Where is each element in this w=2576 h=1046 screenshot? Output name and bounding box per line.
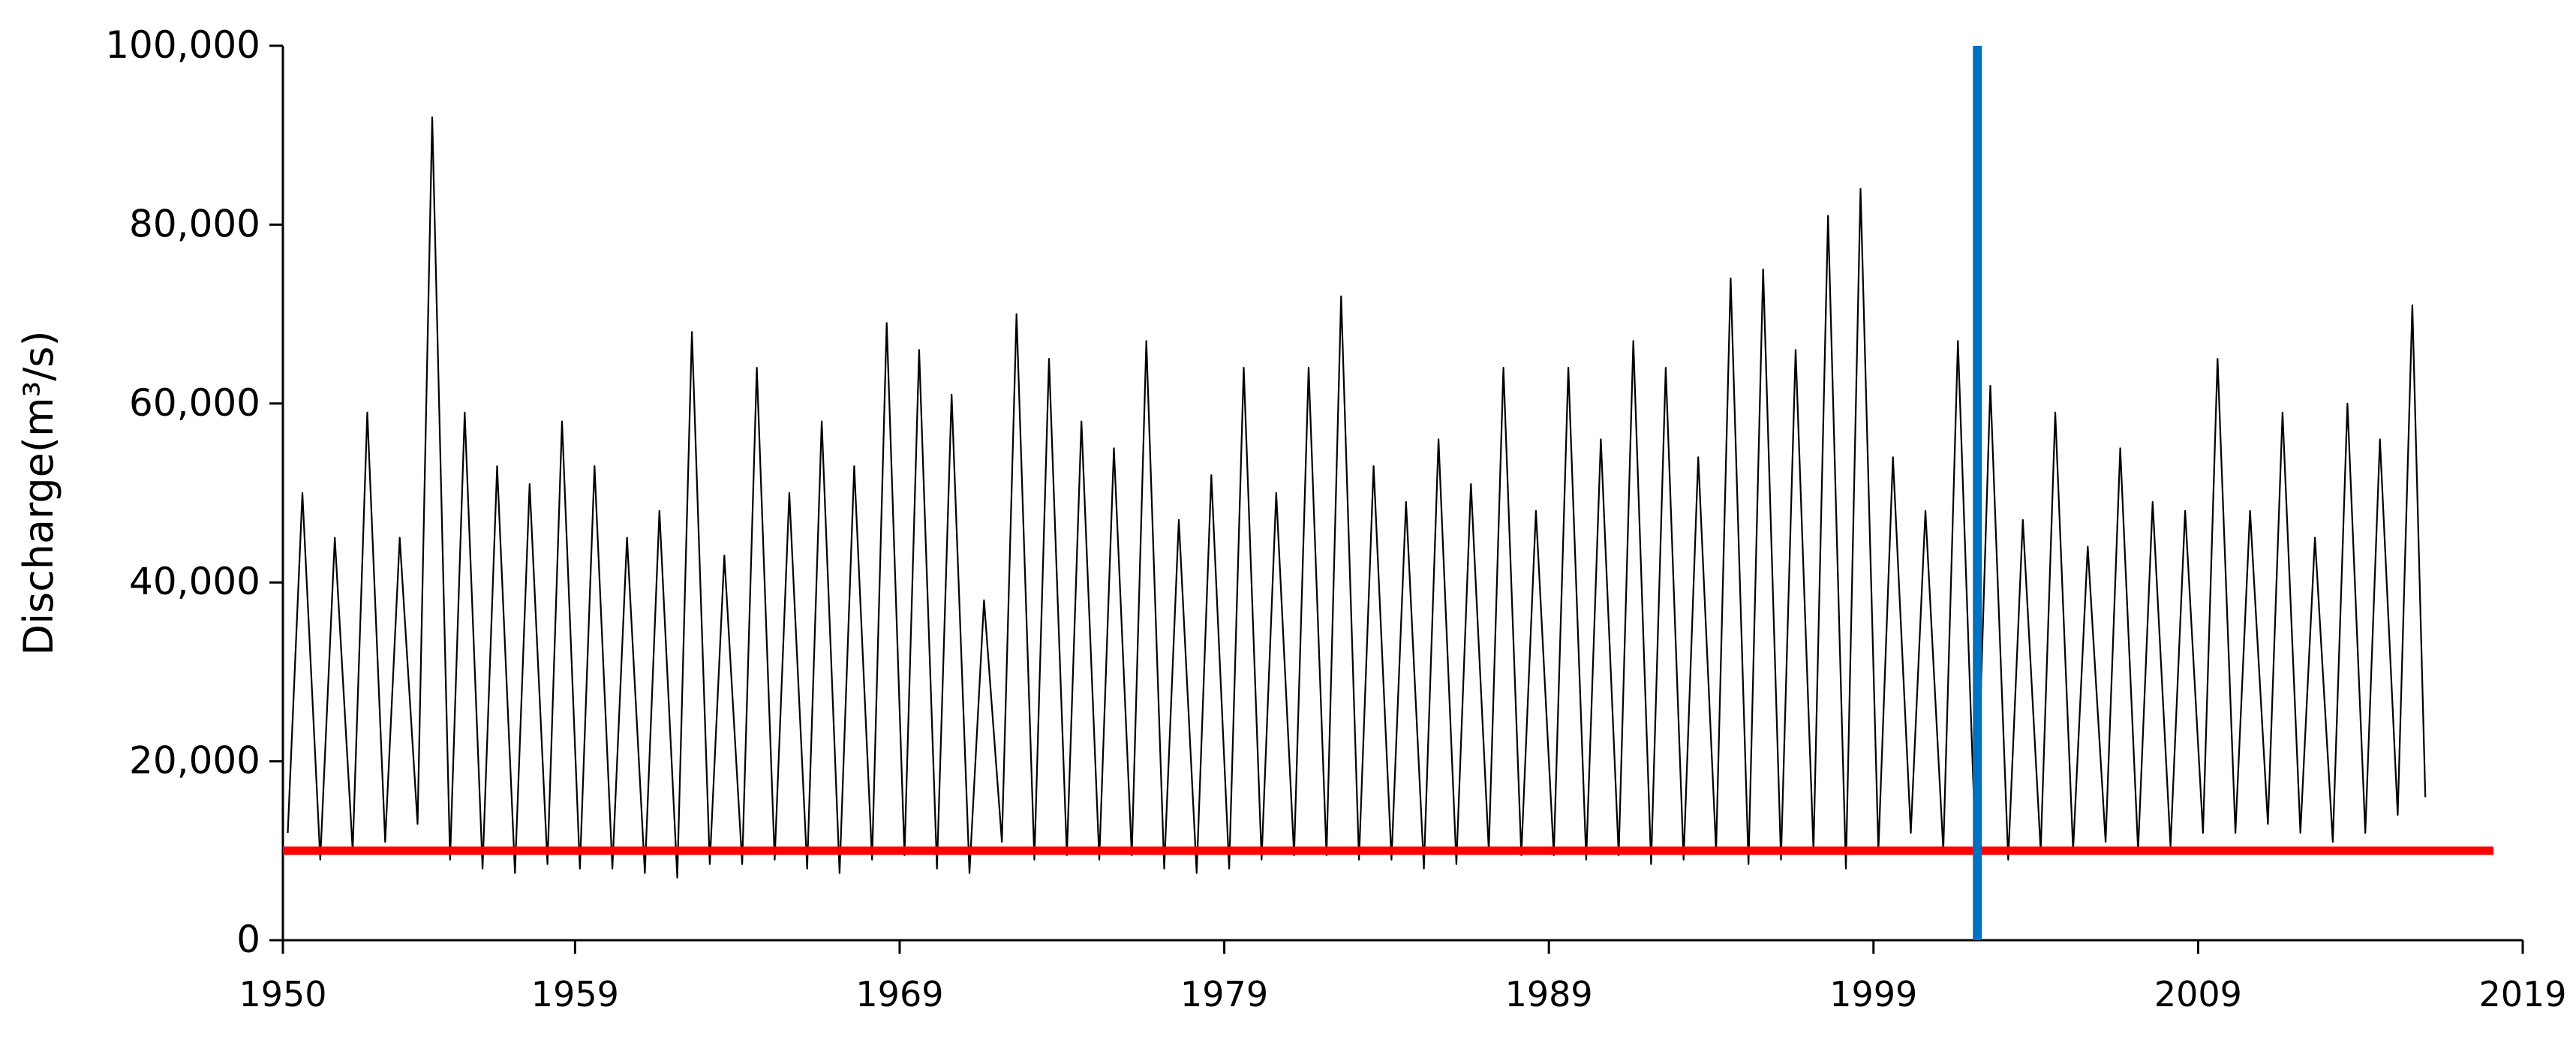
y-axis-title: Discharge(m³/s)	[15, 330, 62, 655]
x-tick-label: 1999	[1829, 974, 1917, 1014]
y-tick-label: 100,000	[105, 23, 260, 67]
y-tick-label: 80,000	[129, 202, 260, 245]
x-tick-label: 1969	[855, 974, 943, 1014]
y-tick-label: 60,000	[129, 381, 260, 425]
y-tick-label: 40,000	[129, 560, 260, 603]
x-tick-label: 2019	[2478, 974, 2566, 1014]
x-tick-label: 2009	[2154, 974, 2242, 1014]
x-tick-label: 1989	[1505, 974, 1593, 1014]
y-tick-label: 0	[236, 918, 260, 961]
x-tick-label: 1979	[1180, 974, 1268, 1014]
discharge-line	[287, 116, 2427, 879]
y-tick-label: 20,000	[129, 739, 260, 783]
x-tick-label: 1959	[531, 974, 619, 1014]
x-tick-label: 1950	[239, 974, 326, 1014]
